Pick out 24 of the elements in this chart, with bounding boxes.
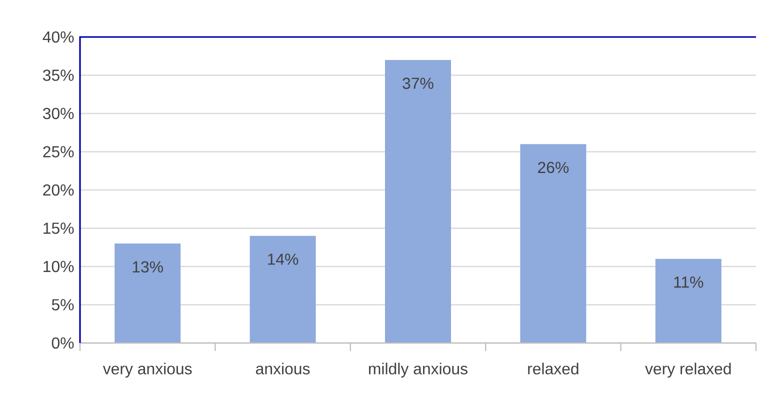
y-tick-label: 10% bbox=[44, 260, 74, 272]
y-tick-label: 15% bbox=[44, 222, 74, 234]
bar bbox=[655, 258, 722, 343]
y-tick-label: 35% bbox=[42, 70, 74, 81]
data-label: 26% bbox=[538, 162, 569, 174]
data-label: 37% bbox=[402, 78, 434, 89]
x-tick-label: very anxious bbox=[102, 362, 192, 378]
data-label: 11% bbox=[674, 276, 704, 288]
x-tick-label: very relaxed bbox=[645, 362, 731, 378]
bar bbox=[520, 144, 586, 343]
x-tick-label: anxious bbox=[256, 362, 310, 374]
bar bbox=[385, 60, 451, 343]
y-tick-label: 30% bbox=[42, 108, 74, 120]
data-label: 14% bbox=[268, 254, 298, 265]
x-tick-label: mildly anxious bbox=[369, 362, 468, 378]
y-tick-label: 0% bbox=[52, 337, 74, 349]
y-tick-label: 25% bbox=[43, 146, 74, 158]
y-tick-label: 5% bbox=[52, 299, 74, 310]
bar bbox=[114, 244, 181, 343]
bar bbox=[250, 236, 316, 343]
y-tick-label: 40% bbox=[42, 31, 74, 43]
y-tick-label: 20% bbox=[43, 184, 74, 196]
data-label: 13% bbox=[132, 261, 163, 273]
x-tick-label: relaxed bbox=[528, 362, 578, 374]
